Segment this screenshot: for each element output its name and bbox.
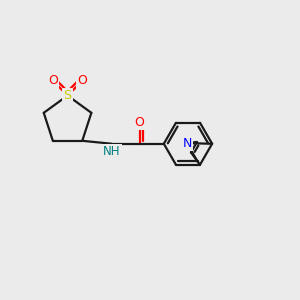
Text: O: O [77,74,87,88]
Text: O: O [135,116,145,129]
Text: S: S [64,89,72,102]
Text: NH: NH [103,146,121,158]
Text: N: N [182,137,192,150]
Text: O: O [48,74,58,88]
